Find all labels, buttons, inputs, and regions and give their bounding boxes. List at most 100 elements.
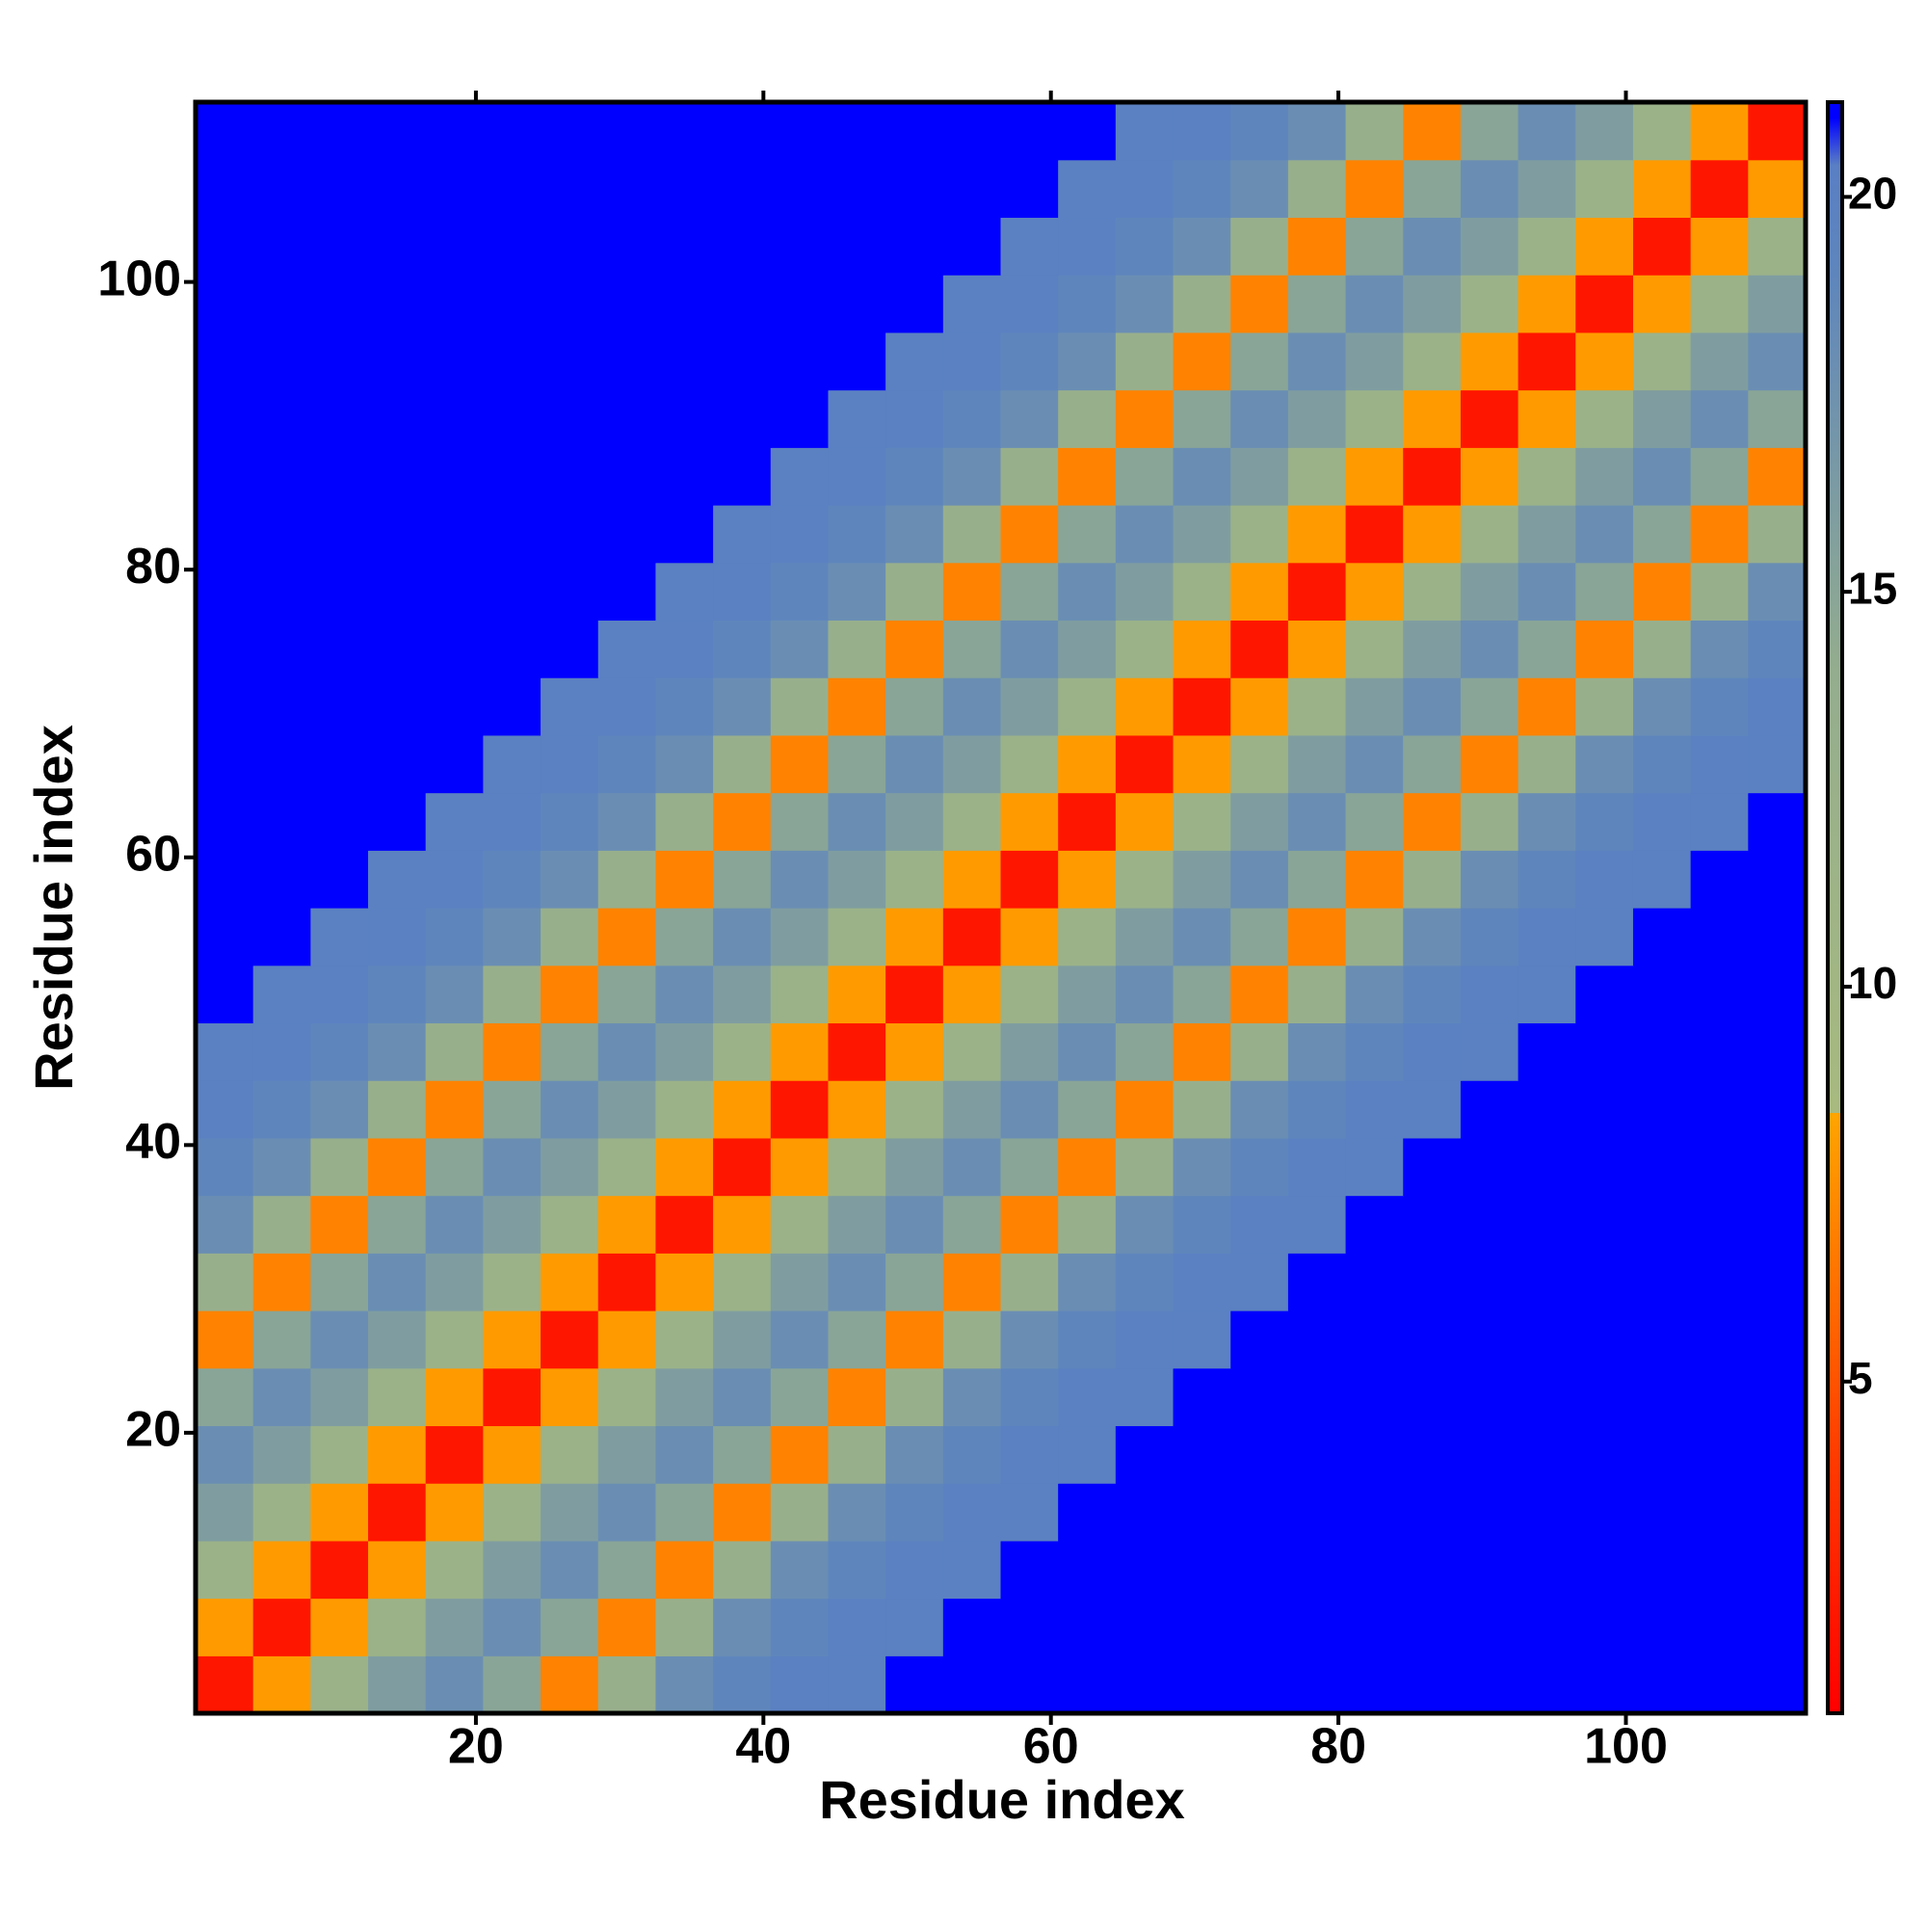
heatmap-cell — [1748, 1253, 1807, 1311]
heatmap-cell — [1575, 1080, 1634, 1139]
heatmap-cell — [252, 275, 311, 333]
heatmap-cell — [655, 620, 714, 678]
heatmap-cell — [1632, 275, 1692, 333]
heatmap-cell — [1230, 734, 1289, 794]
heatmap-cell — [483, 1598, 541, 1656]
heatmap-cell — [713, 1137, 772, 1197]
heatmap-cell — [1345, 1137, 1404, 1197]
heatmap-cell — [1575, 331, 1634, 391]
heatmap-cell — [1230, 159, 1289, 219]
heatmap-cell — [1518, 1540, 1576, 1600]
heatmap-cell — [828, 677, 886, 736]
heatmap-cell — [196, 159, 254, 219]
heatmap-cell — [1690, 1655, 1749, 1714]
heatmap-cell — [942, 1195, 1002, 1254]
heatmap-cell — [541, 1137, 599, 1197]
heatmap-cell — [1058, 389, 1117, 448]
heatmap-cell — [770, 1425, 830, 1484]
heatmap-cell — [368, 734, 427, 794]
heatmap-cell — [1000, 620, 1059, 678]
heatmap-cell — [597, 1655, 657, 1714]
heatmap-cell — [1287, 331, 1347, 391]
heatmap-cell — [942, 102, 1002, 161]
heatmap-cell — [483, 1367, 541, 1427]
heatmap-cell — [1287, 1310, 1347, 1369]
heatmap-cell — [425, 1655, 484, 1714]
heatmap-cell — [1748, 792, 1807, 851]
heatmap-cell — [1518, 792, 1576, 851]
heatmap-cell — [1230, 447, 1289, 506]
heatmap-cell — [1115, 1253, 1175, 1311]
heatmap-cell — [1460, 850, 1519, 909]
colorbar — [1826, 100, 1844, 1715]
heatmap-cell — [828, 1195, 886, 1254]
heatmap-cell — [196, 1367, 254, 1427]
heatmap-cell — [196, 331, 254, 391]
heatmap-cell — [1460, 102, 1519, 161]
heatmap-cell — [885, 1080, 944, 1139]
heatmap-cell — [541, 1310, 599, 1369]
heatmap-cell — [1748, 965, 1807, 1024]
heatmap-cell — [1287, 850, 1347, 909]
heatmap-cell — [425, 677, 484, 736]
heatmap-cell — [368, 1425, 427, 1484]
x-tick-label: 80 — [1310, 1719, 1366, 1775]
heatmap-cell — [483, 1080, 541, 1139]
heatmap-cell — [1058, 505, 1117, 564]
heatmap-cell — [1403, 908, 1462, 966]
heatmap-cell — [942, 1367, 1002, 1427]
heatmap-cell — [597, 331, 657, 391]
heatmap-cell — [368, 1253, 427, 1311]
heatmap-cell — [1173, 792, 1231, 851]
heatmap-cell — [1058, 275, 1117, 333]
heatmap-cell — [1460, 1655, 1519, 1714]
heatmap-cell — [713, 505, 772, 564]
heatmap-cell — [483, 850, 541, 909]
heatmap-cell — [1287, 1540, 1347, 1600]
heatmap-cell — [1690, 562, 1749, 622]
x-tick-label: 60 — [1023, 1719, 1079, 1775]
heatmap-cell — [770, 1195, 830, 1254]
heatmap-cell — [1287, 1080, 1347, 1139]
colorbar-tick-label: 5 — [1848, 1353, 1873, 1403]
heatmap-cell — [885, 677, 944, 736]
heatmap-cell — [1403, 447, 1462, 506]
heatmap-cell — [1460, 792, 1519, 851]
heatmap-cell — [942, 1137, 1002, 1197]
heatmap-cell — [252, 620, 311, 678]
y-tick-label: 40 — [125, 1114, 181, 1170]
heatmap-cell — [1518, 1483, 1576, 1542]
heatmap-cell — [770, 850, 830, 909]
heatmap-cell — [1403, 792, 1462, 851]
heatmap-cell — [1230, 620, 1289, 678]
heatmap-cell — [310, 389, 369, 448]
heatmap-cell — [1000, 1253, 1059, 1311]
heatmap-cell — [1287, 1253, 1347, 1311]
heatmap-cell — [1058, 965, 1117, 1024]
heatmap-cell — [713, 275, 772, 333]
heatmap-cell — [1000, 1022, 1059, 1081]
heatmap-cell — [1690, 620, 1749, 678]
heatmap-cell — [1403, 677, 1462, 736]
heatmap-cell — [1518, 1367, 1576, 1427]
heatmap-cell — [1575, 159, 1634, 219]
heatmap-cell — [713, 792, 772, 851]
heatmap-cell — [483, 792, 541, 851]
heatmap-cell — [885, 505, 944, 564]
heatmap-cell — [1230, 1195, 1289, 1254]
heatmap-cell — [713, 159, 772, 219]
heatmap-cell — [1632, 159, 1692, 219]
heatmap-cell — [1575, 1540, 1634, 1600]
heatmap-cell — [942, 1598, 1002, 1656]
heatmap-cell — [1690, 505, 1749, 564]
heatmap-cell — [1115, 1310, 1175, 1369]
heatmap-cell — [1230, 965, 1289, 1024]
heatmap-cell — [1058, 734, 1117, 794]
heatmap-cell — [368, 677, 427, 736]
heatmap-cell — [1345, 1425, 1404, 1484]
heatmap-cell — [368, 965, 427, 1024]
heatmap-cell — [1058, 908, 1117, 966]
heatmap-cell — [597, 1540, 657, 1600]
heatmap-cell — [1173, 217, 1231, 276]
heatmap-cell — [885, 908, 944, 966]
